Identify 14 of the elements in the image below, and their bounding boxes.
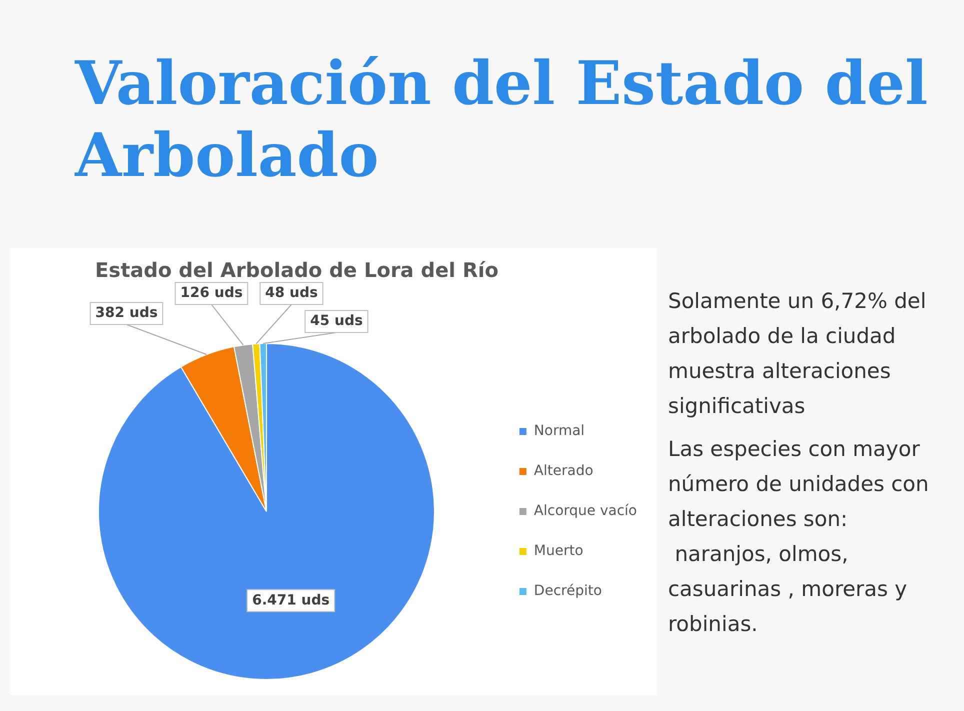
chart-subtitle: Estado del Arbolado de Lora del Río	[95, 258, 498, 282]
legend-label: Alcorque vacío	[534, 503, 638, 520]
data-label: 6.471 uds	[252, 592, 330, 608]
legend-label: Alterado	[534, 463, 594, 480]
text: Las especies con mayor número de unidades con alteraciones son: naranjos, olmos, casuarinas , moreras y robinias.	[668, 436, 930, 638]
legend-label: Muerto	[534, 543, 584, 560]
data-label: 126 uds	[180, 285, 243, 302]
legend-label: Decrépito	[534, 583, 602, 600]
data-label: 45 uds	[310, 313, 363, 330]
legend-label: Normal	[534, 423, 585, 440]
data-label: 382 uds	[95, 305, 158, 322]
chart-title: Valoración del Estado del Arbolado	[75, 48, 929, 192]
data-label: 48 uds	[265, 285, 318, 302]
text: Solamente un 6,72% del arbolado de la ciudad muestra alteraciones significativas	[668, 288, 928, 420]
